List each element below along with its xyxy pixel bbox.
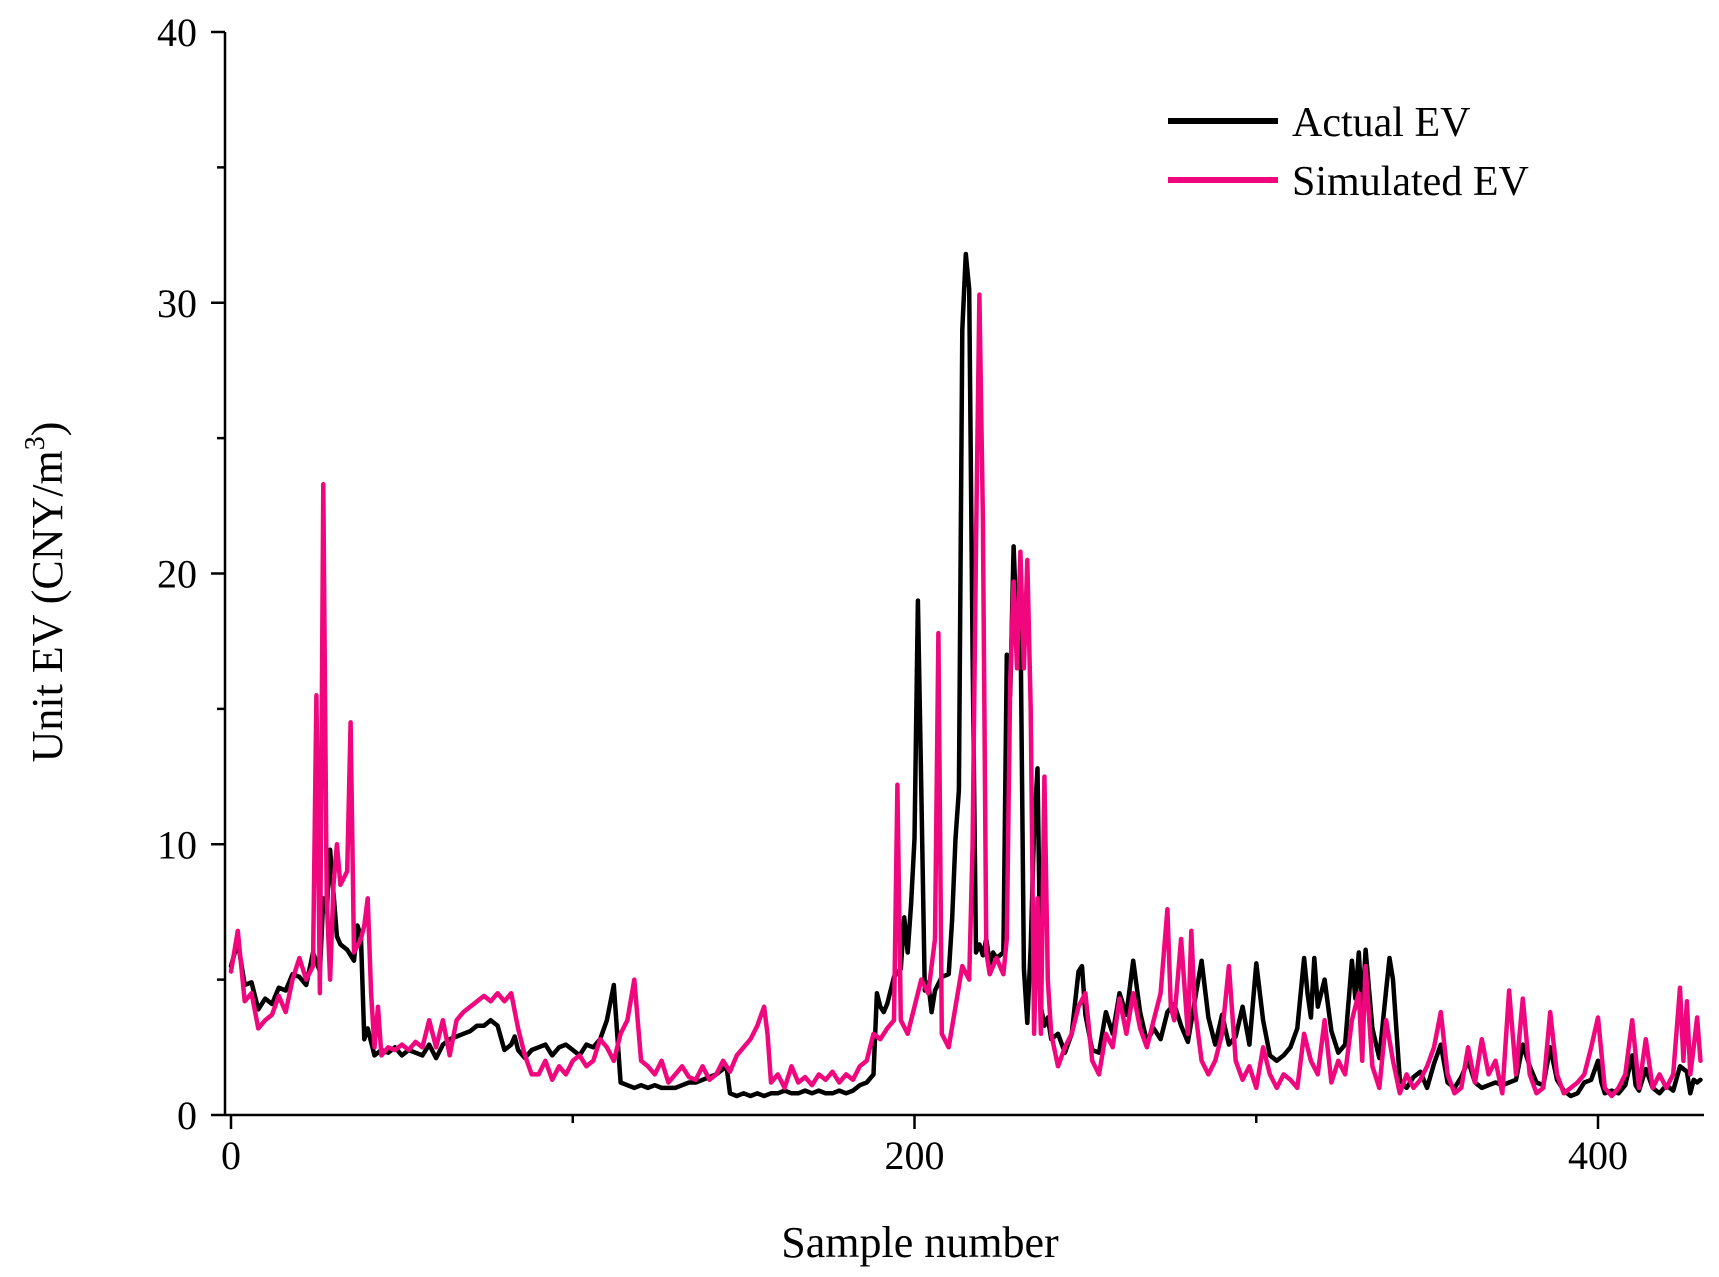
- y-axis-title-suffix: ): [23, 422, 72, 437]
- plot-area: 0 200 400 0 10 20 30 40: [157, 10, 1704, 1178]
- y-axis-title-superscript: 3: [20, 436, 51, 450]
- y-tick-label: 20: [157, 552, 197, 597]
- x-tick-label: 0: [221, 1133, 241, 1178]
- y-tick-label: 0: [177, 1093, 197, 1138]
- x-ticks: 0 200 400: [221, 1115, 1628, 1178]
- legend: Actual EV Simulated EV: [1168, 100, 1529, 205]
- y-axis-title-main: Unit EV (CNY/m: [23, 450, 72, 762]
- y-tick-label: 10: [157, 822, 197, 867]
- y-tick-label: 30: [157, 281, 197, 326]
- legend-label-simulated: Simulated EV: [1292, 159, 1529, 205]
- y-axis-title: Unit EV (CNY/m3): [20, 422, 72, 763]
- x-tick-label: 200: [885, 1133, 945, 1178]
- y-ticks: 0 10 20 30 40: [157, 10, 225, 1138]
- x-axis-title: Sample number: [781, 1218, 1059, 1267]
- x-tick-label: 400: [1568, 1133, 1628, 1178]
- legend-label-actual: Actual EV: [1292, 100, 1470, 146]
- y-tick-label: 40: [157, 10, 197, 55]
- series-layer: [228, 251, 1703, 1099]
- series-line-simulated: [228, 292, 1703, 1099]
